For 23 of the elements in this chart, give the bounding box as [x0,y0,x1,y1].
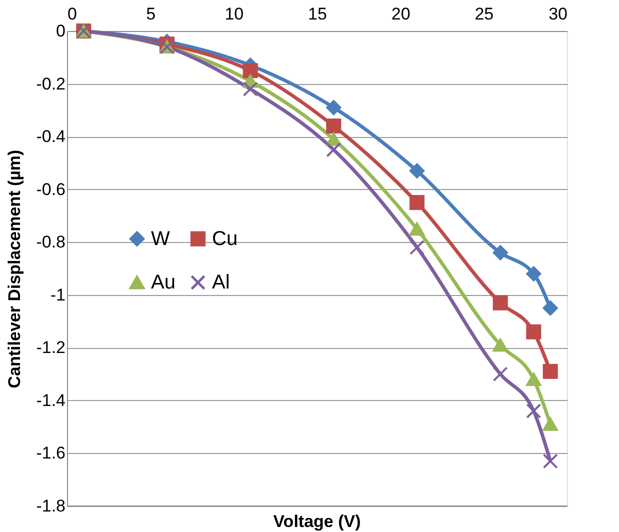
legend-label: Au [151,272,176,294]
y-tick-label: -1.8 [36,496,66,516]
x-tick-label: 30 [548,4,568,24]
y-tick-label: 0 [56,22,66,40]
x-tick-label: 10 [224,4,244,24]
x-tick-label: 5 [146,4,156,24]
legend-label: Al [212,272,230,294]
y-tick-label: -1.2 [36,338,66,358]
y-tick-label: -1.4 [36,390,66,410]
legend-label: W [151,228,170,250]
y-tick-label: -1.6 [36,444,66,463]
legend-label: Cu [212,228,238,250]
y-tick-label: -0.2 [36,74,66,94]
x-tick-label: 25 [474,4,494,24]
y-tick-label: -1 [50,285,66,304]
x-axis-title: Voltage (V) [273,512,361,531]
x-tick-label: 15 [308,4,327,24]
y-tick-label: -0.6 [36,180,66,199]
y-axis-title: Cantilever Displacement (µm) [5,150,24,388]
y-tick-label: -0.4 [36,127,66,146]
x-tick-label: 0 [68,4,77,24]
y-tick-label: -0.8 [36,232,66,252]
x-tick-label: 20 [391,4,410,24]
